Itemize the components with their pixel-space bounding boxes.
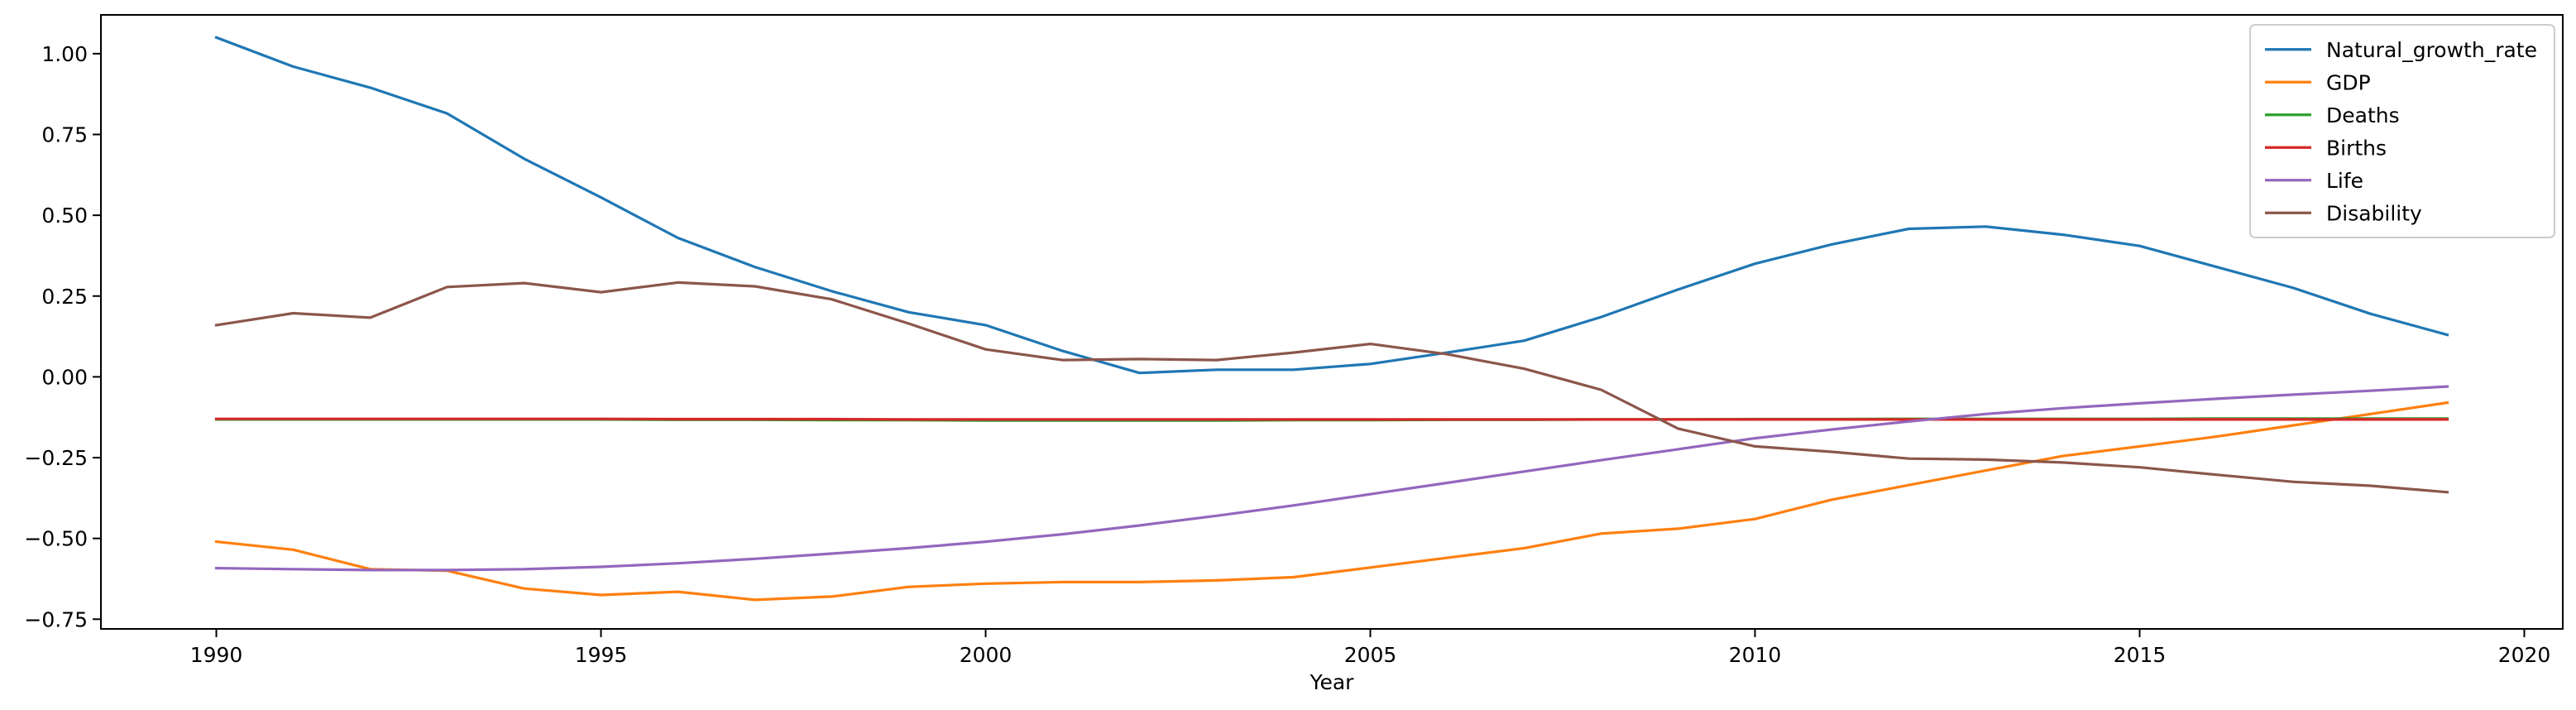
legend-label: Disability — [2326, 201, 2422, 225]
x-axis-label: Year — [1310, 670, 1355, 694]
x-tick-label: 1995 — [575, 643, 628, 667]
x-tick-label: 2005 — [1344, 643, 1397, 667]
y-tick-label: 0.25 — [41, 285, 88, 309]
x-tick-label: 2010 — [1729, 643, 1782, 667]
x-tick-label: 2000 — [960, 643, 1013, 667]
series-line-gdp — [214, 401, 2449, 602]
legend-label: Deaths — [2326, 103, 2400, 127]
x-tick-label: 1990 — [190, 643, 243, 667]
legend-box — [2249, 24, 2555, 238]
legend-label: GDP — [2326, 70, 2371, 94]
y-tick-label: 0.50 — [41, 204, 88, 228]
x-tick-label: 2020 — [2498, 643, 2551, 667]
y-tick-label: −0.50 — [24, 527, 88, 551]
legend-entries: Natural_growth_rate GDP Deaths Births Life Di… — [2265, 38, 2537, 225]
series-line-births — [214, 417, 2449, 421]
legend-label: Births — [2326, 136, 2387, 160]
series-line-life — [214, 385, 2449, 572]
y-tick-label: 0.75 — [41, 122, 88, 146]
legend-label: Life — [2326, 169, 2363, 193]
y-tick-label: −0.25 — [24, 446, 88, 470]
legend-label: Natural_growth_rate — [2326, 38, 2537, 62]
series-line-disability — [214, 281, 2449, 494]
legend: Natural_growth_rate GDP Deaths Births Life Di… — [2249, 24, 2555, 238]
x-tick-label: 2015 — [2114, 643, 2167, 667]
y-tick-label: −0.75 — [24, 607, 88, 631]
axes-frame — [100, 14, 2564, 630]
y-tick-label: 1.00 — [41, 42, 88, 66]
series-line-natural-growth-rate — [214, 36, 2449, 375]
y-tick-label: 0.00 — [41, 365, 88, 389]
x-axis-ticks: 1990 1995 2000 2005 2010 2015 2020 — [190, 629, 2551, 667]
y-axis-ticks: −0.75 −0.50 −0.25 0.00 0.25 0.50 0.75 1.00 — [24, 42, 101, 631]
series-lines — [214, 36, 2449, 602]
